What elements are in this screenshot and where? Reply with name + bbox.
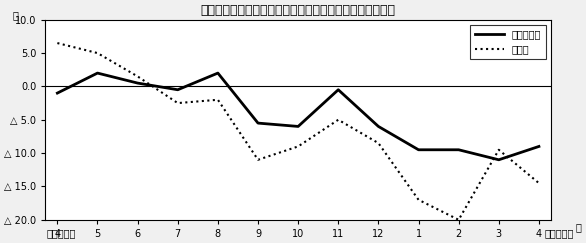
Text: 平成１９年: 平成１９年: [47, 228, 76, 238]
Text: 月: 月: [576, 223, 582, 233]
Text: ％: ％: [12, 10, 18, 20]
調査産業計: [174, 88, 181, 91]
製造業: [335, 118, 342, 121]
製造業: [94, 52, 101, 54]
製造業: [455, 218, 462, 221]
調査産業計: [335, 88, 342, 91]
調査産業計: [536, 145, 543, 148]
製造業: [536, 182, 543, 185]
調査産業計: [94, 72, 101, 75]
製造業: [254, 158, 261, 161]
製造業: [495, 148, 502, 151]
製造業: [415, 198, 422, 201]
調査産業計: [495, 158, 502, 161]
調査産業計: [254, 122, 261, 125]
Title: 第２図　所定外労働時間対前年比の推移（規模５人以上）: 第２図 所定外労働時間対前年比の推移（規模５人以上）: [200, 4, 396, 17]
Legend: 調査産業計, 製造業: 調査産業計, 製造業: [470, 25, 546, 59]
調査産業計: [375, 125, 382, 128]
Text: 平成２０年: 平成２０年: [545, 228, 574, 238]
Line: 製造業: 製造業: [57, 43, 539, 220]
調査産業計: [415, 148, 422, 151]
製造業: [214, 98, 222, 101]
調査産業計: [295, 125, 302, 128]
調査産業計: [455, 148, 462, 151]
調査産業計: [214, 72, 222, 75]
調査産業計: [134, 82, 141, 85]
Line: 調査産業計: 調査産業計: [57, 73, 539, 160]
製造業: [134, 75, 141, 78]
製造業: [295, 145, 302, 148]
製造業: [54, 42, 61, 44]
調査産業計: [54, 92, 61, 95]
製造業: [174, 102, 181, 104]
製造業: [375, 142, 382, 145]
